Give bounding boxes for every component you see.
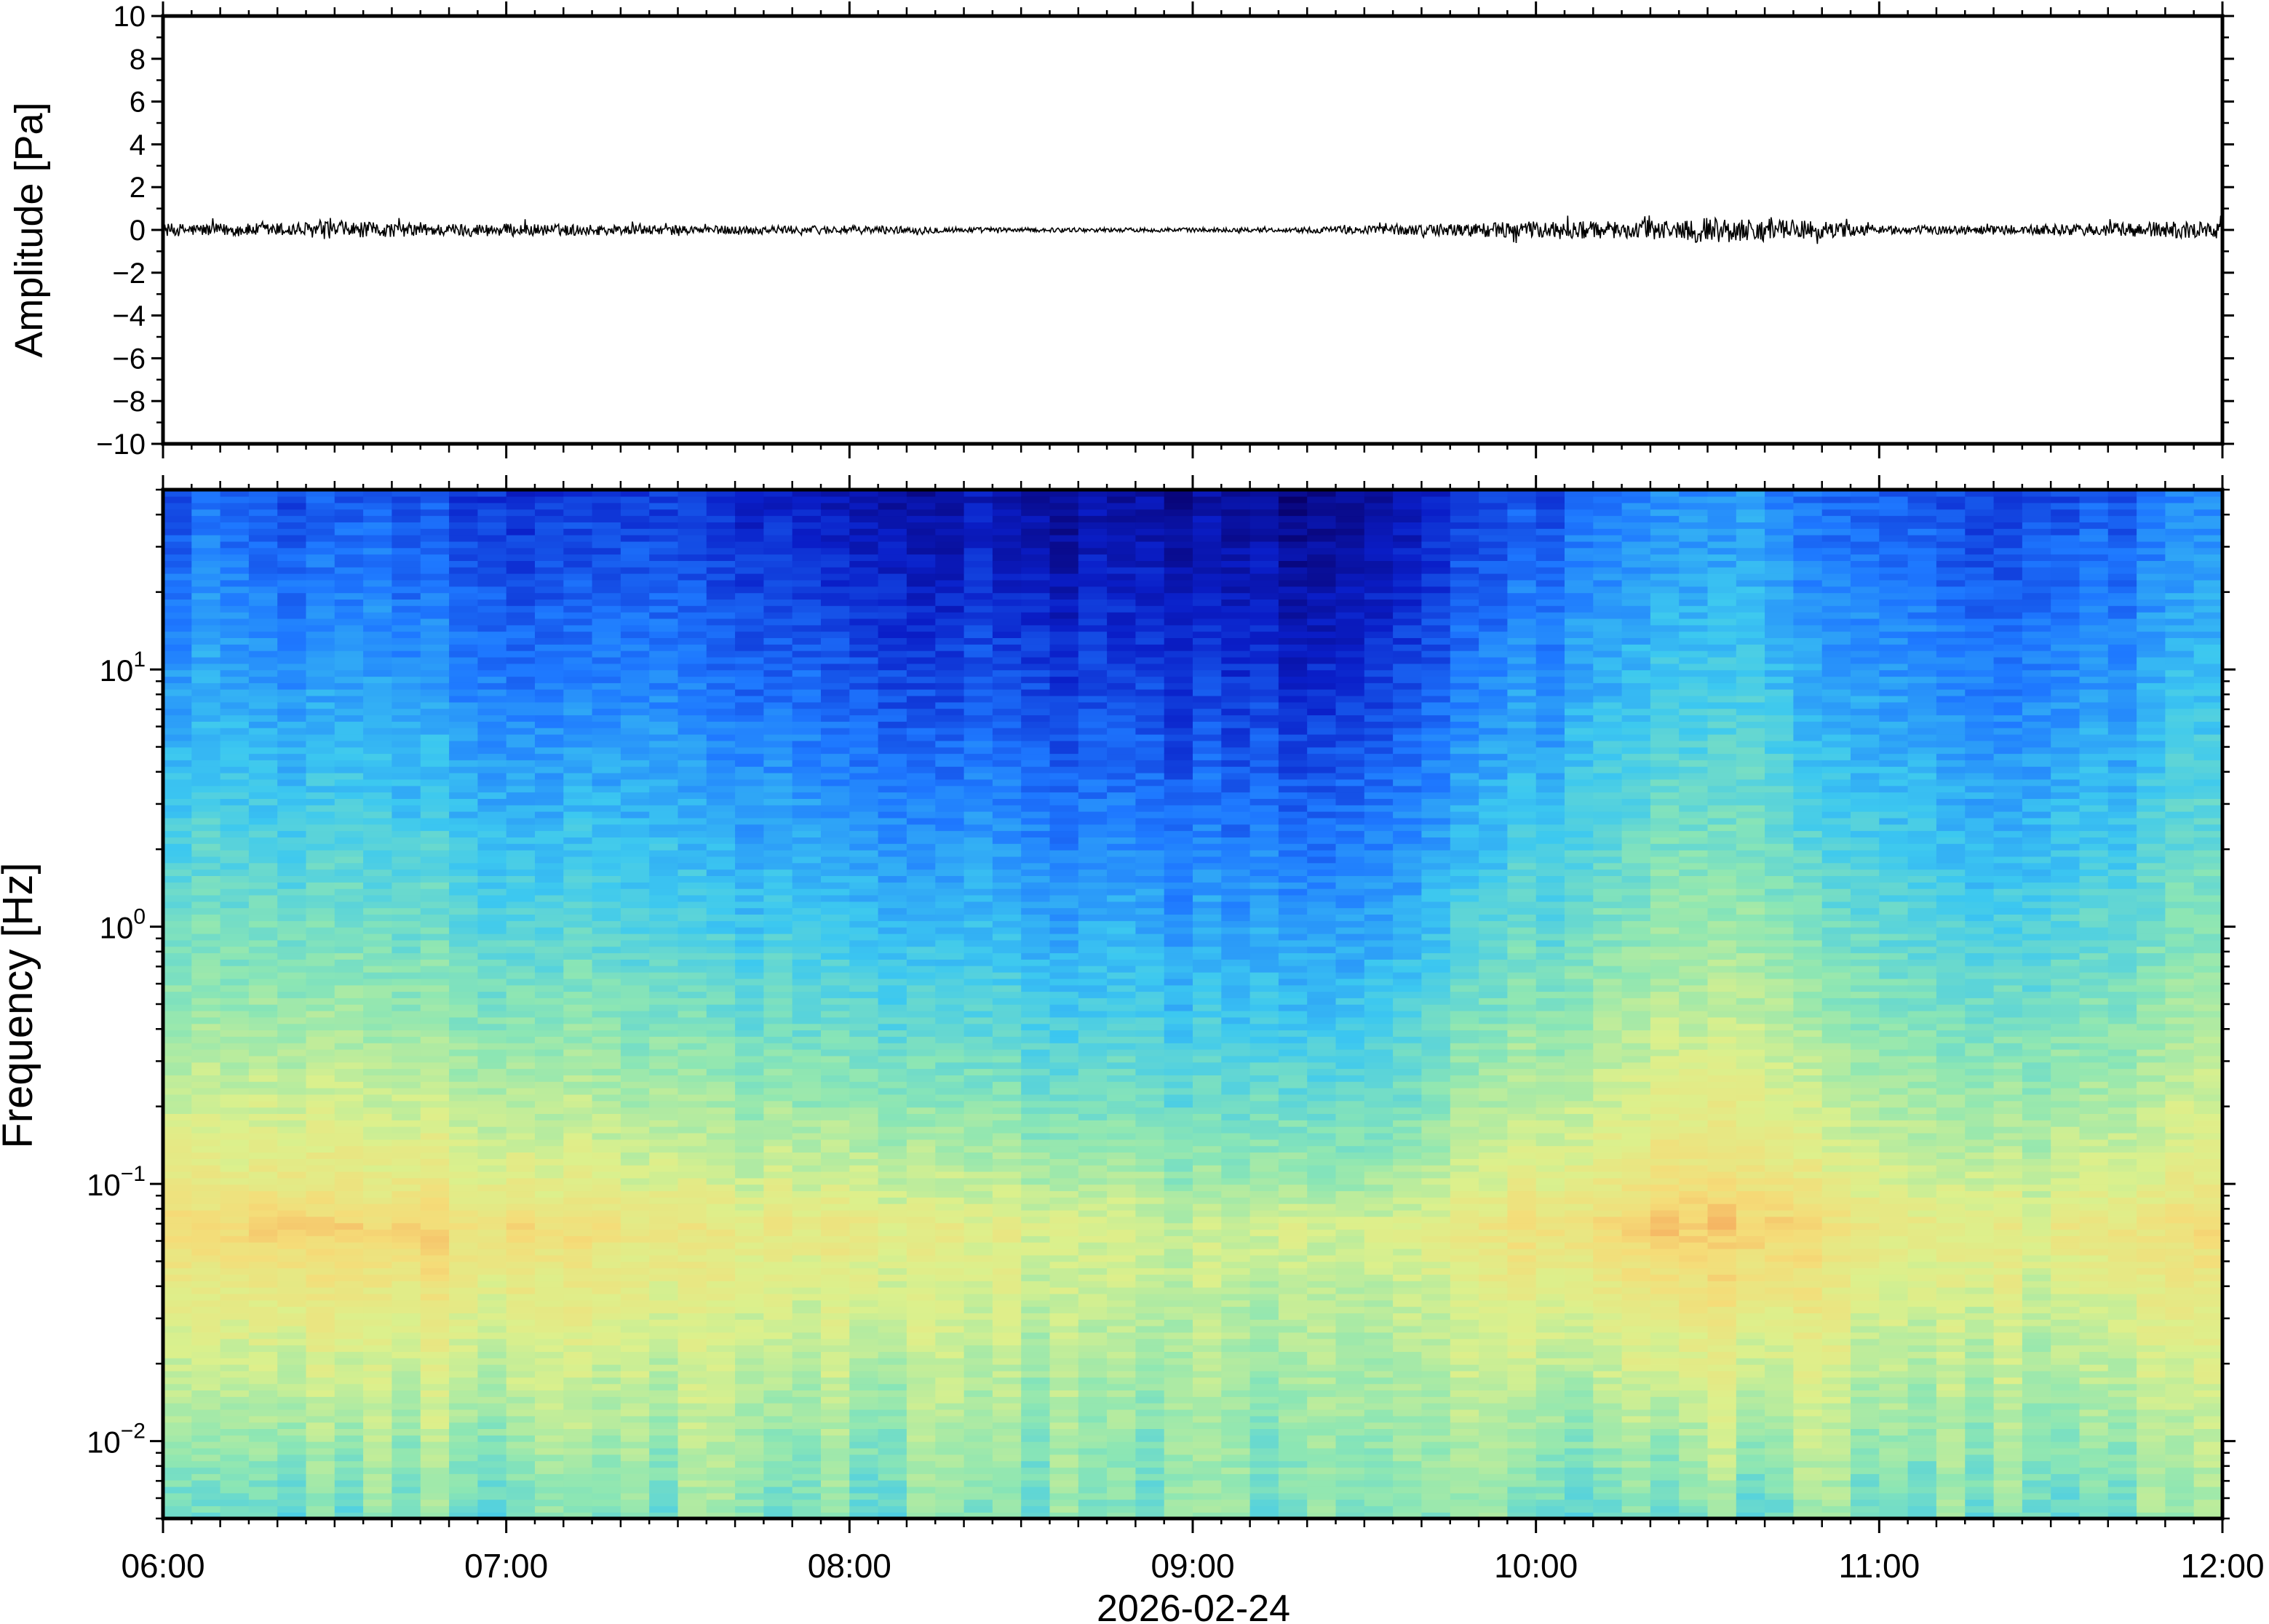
x-tick-label: 08:00	[808, 1547, 891, 1585]
x-tick-label: 07:00	[464, 1547, 548, 1585]
spectrogram-x-axis-label: 2026‑02‑24	[1097, 1588, 1290, 1624]
spectrogram-y-tick-label: 100	[100, 905, 146, 945]
spectrogram-cells	[163, 490, 2222, 1518]
waveform-x-ticks	[162, 1, 2224, 458]
waveform-y-tick-label: −6	[112, 343, 146, 375]
waveform-y-axis-label: Amplitude [Pa]	[7, 102, 51, 357]
x-tick-label: 11:00	[1838, 1547, 1920, 1585]
x-tick-label: 12:00	[2180, 1547, 2264, 1585]
waveform-y-tick-label: −10	[96, 429, 146, 461]
waveform-y-tick-label: 4	[130, 129, 146, 161]
waveform-y-ticks: 10 8 6 4 2 0 −2 −4 −6 −8 −10	[96, 1, 2234, 461]
waveform-y-tick-label: 6	[130, 87, 146, 119]
x-tick-label: 10:00	[1494, 1547, 1578, 1585]
waveform-y-tick-label: −2	[112, 258, 146, 290]
spectrogram-y-axis-label: Frequency [Hz]	[0, 862, 41, 1148]
waveform-y-tick-label: 2	[130, 172, 146, 204]
x-tick-label: 06:00	[121, 1547, 204, 1585]
x-tick-label: 09:00	[1151, 1547, 1234, 1585]
waveform-y-tick-label: 10	[114, 1, 146, 33]
waveform-series-line	[162, 215, 2223, 244]
spectrogram-panel: 101 100 10−1 10−2 06:00 07:00 08:00 09:00 10:00…	[0, 475, 2265, 1624]
waveform-panel: 10 8 6 4 2 0 −2 −4 −6 −8 −10 Amplitude [Pa]	[7, 1, 2234, 461]
spectrogram-y-ticks: 101 100 10−1 10−2	[87, 488, 2236, 1520]
waveform-y-tick-label: −4	[112, 300, 146, 333]
spectrogram-y-tick-label: 101	[100, 648, 146, 688]
spectrogram-y-tick-label: 10−2	[87, 1420, 146, 1460]
waveform-y-tick-label: −8	[112, 386, 146, 418]
waveform-y-tick-label: 8	[130, 44, 146, 76]
waveform-y-tick-label: 0	[130, 215, 146, 247]
spectrogram-y-tick-label: 10−1	[87, 1162, 146, 1202]
spectrogram-x-ticks: 06:00 07:00 08:00 09:00 10:00 11:00 12:00	[121, 475, 2265, 1585]
